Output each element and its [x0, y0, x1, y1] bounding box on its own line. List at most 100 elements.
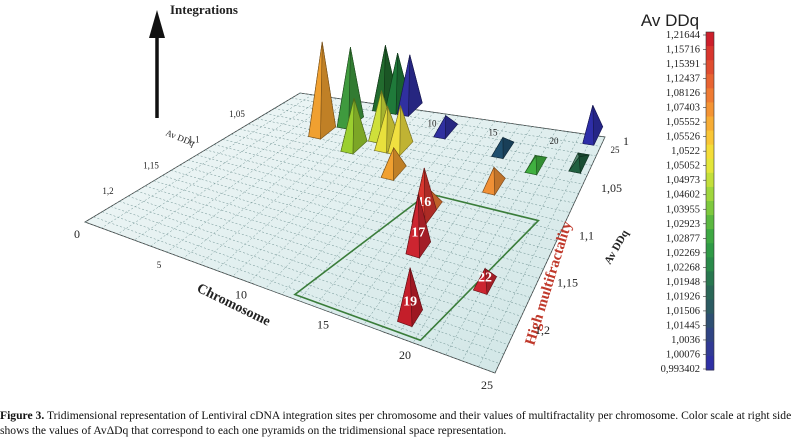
grid-line-avddq [119, 201, 513, 336]
colorscale-swatch [706, 88, 714, 103]
colorscale-label: 1,03955 [666, 204, 700, 215]
grid-line-chromosome [281, 113, 447, 295]
colorscale-swatch [706, 215, 714, 230]
pyramid [491, 136, 515, 160]
back-chromosome-tick-label: 25 [611, 145, 621, 155]
grid-line-avddq [102, 211, 504, 355]
back-avddq-tick-label: 1,15 [143, 160, 159, 170]
chromosome-tick-label: 0 [74, 227, 80, 241]
colorscale-label: 1,15391 [666, 59, 700, 70]
grid-line-chromosome [183, 103, 374, 259]
grid-line-chromosome [461, 133, 581, 362]
colorscale-swatch [706, 229, 714, 244]
chromosome-tick-label: 10 [235, 287, 247, 301]
colorscale-swatch [706, 74, 714, 89]
colorscale-swatch [706, 60, 714, 75]
chromosome-tick-label: 25 [481, 378, 493, 392]
avddq-tick-label: 1 [623, 134, 629, 148]
back-avddq-tick-label: 1,05 [229, 109, 245, 119]
pyramid-face-front [433, 115, 447, 140]
avddq-tick-label: 1,05 [601, 181, 622, 195]
colorscale-swatch [706, 243, 714, 258]
pyramid-face-front [472, 267, 488, 295]
colorscale-label: 1,02269 [666, 248, 700, 259]
colorscale-swatch [706, 130, 714, 146]
grid-line-chromosome [330, 119, 484, 313]
grid-line-chromosome [101, 94, 313, 229]
pyramid-label: 19 [403, 295, 417, 310]
colorscale-label: 1,04973 [666, 175, 700, 186]
colorscale-swatch [706, 186, 714, 202]
grid-line-avddq [299, 92, 606, 138]
pyramid-face-front [482, 167, 495, 196]
colorscale-label: 1,12437 [666, 74, 700, 85]
colorscale-label: 0,993402 [661, 364, 700, 375]
pyramid-face-front [568, 156, 581, 174]
grid-line-avddq [162, 175, 535, 289]
y-axis-title: Av DDq [602, 227, 632, 266]
colorscale-label: 1,05052 [666, 161, 700, 172]
colorscale-border [705, 31, 715, 371]
grid-line-chromosome [117, 96, 325, 235]
avddq-tick-label: 1,15 [557, 276, 578, 290]
grid-line-avddq [196, 154, 553, 251]
figure-caption: Figure 3. Tridimensional representation … [0, 409, 803, 438]
pyramid-face-front [582, 105, 595, 146]
chromosome-tick-label: 15 [317, 318, 329, 332]
pyramid-face-front [368, 90, 382, 144]
colorscale-label: 1,05526 [666, 132, 700, 143]
pyramid [396, 54, 423, 118]
grid-line-avddq [145, 185, 526, 308]
pyramid-face-front [397, 267, 413, 328]
colorscale-label: 1,0036 [671, 335, 700, 346]
axes: 0 5 10 15 20 25 Chromosome 1 1,05 1,1 1,15 1,2 Av DD… [74, 2, 632, 392]
colorscale-label: 1,01926 [666, 291, 700, 302]
grid-line-chromosome [494, 136, 606, 374]
back-avddq-tick-label: 1,2 [102, 186, 113, 196]
colorscale-swatch [706, 144, 714, 160]
pyramid-face-front [524, 155, 538, 176]
avddq-tick-label: 1,2 [535, 323, 550, 337]
integrations-label: Integrations [170, 2, 238, 17]
colorscale-swatch [706, 158, 714, 174]
colorscale-swatch [706, 355, 714, 371]
pyramid-label: 22 [478, 270, 492, 285]
back-chromosome-tick-label: 10 [428, 119, 438, 129]
grid-line-chromosome [478, 135, 594, 368]
back-avddq-tick-label: 1,1 [188, 135, 199, 145]
colorscale-swatch [706, 32, 714, 47]
grid-line-avddq [222, 139, 566, 223]
pyramid: 17 [405, 193, 432, 259]
pyramid [433, 114, 459, 140]
colorscale-swatch [706, 285, 714, 301]
pyramid [568, 152, 590, 175]
grid-line-avddq [84, 221, 496, 374]
chromosome-tick-label: 20 [399, 348, 411, 362]
pyramid-face-front [308, 41, 323, 140]
pyramid [380, 146, 407, 182]
colorscale-swatch [706, 46, 714, 61]
colorscale-label: 1,02877 [666, 233, 700, 244]
pyramid: 19 [397, 267, 424, 328]
pyramid: 22 [472, 267, 497, 296]
pyramid-face-front [491, 136, 504, 160]
grid-line-chromosome [298, 115, 459, 301]
colorscale-swatch [706, 341, 714, 357]
grid-line-avddq [205, 149, 557, 242]
caption-label: Figure 3. [0, 409, 45, 422]
colorscale-swatch [706, 327, 714, 343]
colorscale-swatch [706, 172, 714, 188]
colorscale-swatch [706, 201, 714, 216]
pyramid [524, 154, 548, 176]
grid-line-chromosome [412, 128, 545, 343]
pyramid-label: 17 [411, 226, 425, 241]
grid-line-avddq [248, 123, 579, 194]
grid-line-avddq [136, 190, 522, 317]
colorscale-title: Av DDq [641, 11, 699, 30]
grid-line-avddq [127, 195, 518, 327]
grid-line-avddq [282, 103, 597, 157]
region-outline [293, 192, 540, 342]
